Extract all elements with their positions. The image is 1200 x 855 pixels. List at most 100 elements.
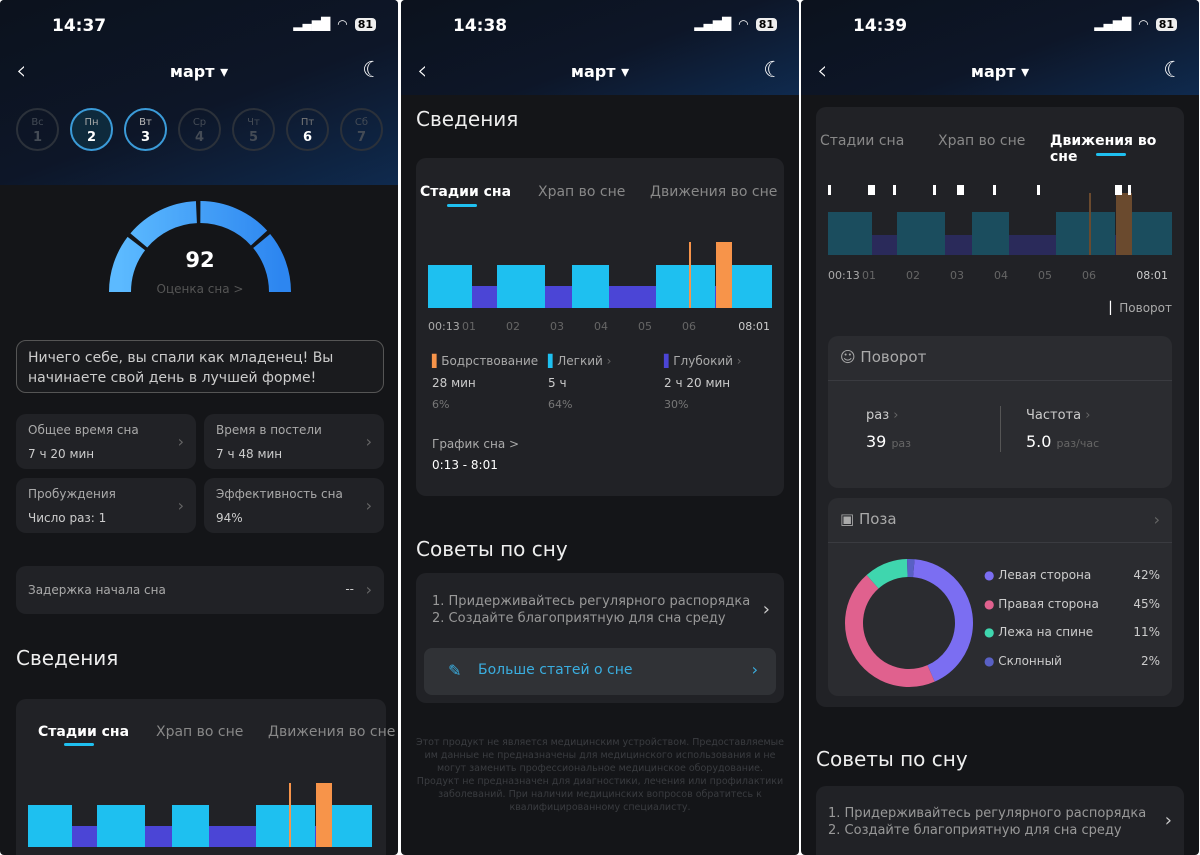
month-selector[interactable]: март ▾	[169, 62, 229, 81]
panel-details: 14:38 ▂▄▆█ ◠ 81 ‹ март ▾ ☾ Сведения Стадии…	[401, 0, 799, 855]
tab-sleep-stages[interactable]: Стадии сна	[38, 724, 130, 740]
sleep-settings-icon[interactable]: ☾	[362, 58, 382, 83]
stage-segment-deep	[144, 825, 173, 847]
panel-movements: 14:39 ▂▄▆█ ◠ 81 ‹ март ▾ ☾ Стадии сна Храп…	[801, 0, 1199, 855]
turn-marker	[957, 185, 965, 195]
day-item[interactable]: Сб 7	[340, 108, 383, 151]
status-icons: ▂▄▆█ ◠ 81	[293, 17, 376, 31]
stage-segment-deep	[944, 234, 973, 255]
stage-segment-light	[828, 211, 873, 255]
stage-segment-light	[1091, 211, 1115, 255]
stage-segment-deep	[472, 286, 498, 308]
back-button[interactable]: ‹	[817, 56, 828, 86]
disclaimer-text: Этот продукт не является медицинским уст…	[416, 737, 784, 813]
wifi-icon: ◠	[337, 17, 348, 31]
status-time: 14:37	[52, 16, 107, 36]
movement-chart	[828, 185, 1172, 255]
section-title: Сведения	[16, 646, 119, 670]
sleep-settings-icon[interactable]: ☾	[1163, 58, 1183, 83]
axis-tick: 01	[462, 320, 476, 333]
day-item[interactable]: Пт 6	[286, 108, 329, 151]
day-item[interactable]: Вс 1	[16, 108, 59, 151]
stage-deep[interactable]: ▌Глубокий › 2 ч 20 мин 30%	[664, 354, 742, 411]
stage-light[interactable]: ▌Легкий › 5 ч 64%	[548, 354, 612, 411]
tab-snoring[interactable]: Храп во сне	[938, 133, 1026, 149]
day-item[interactable]: Ср 4	[178, 108, 221, 151]
metric-time-in-bed[interactable]: Время в постели 7 ч 48 мин ›	[204, 414, 384, 469]
tab-movements[interactable]: Движения во сне	[650, 184, 778, 200]
tab-movements[interactable]: Движения во сне	[268, 724, 396, 740]
tab-movements[interactable]: Движения во сне	[1050, 133, 1157, 165]
tips-card[interactable]: 1. Придерживайтесь регулярного распорядк…	[816, 786, 1184, 855]
turn-marker	[1037, 185, 1041, 195]
pose-card[interactable]: ▣ Поза › ● Левая сторона 42% ● Правая стор…	[828, 498, 1172, 696]
axis-tick: 04	[994, 269, 1008, 282]
metric-total-sleep[interactable]: Общее время сна 7 ч 20 мин ›	[16, 414, 196, 469]
donut-slice	[845, 559, 973, 688]
metric-awakenings[interactable]: Пробуждения Число раз: 1 ›	[16, 478, 196, 533]
status-icons: ▂▄▆█ ◠ 81	[694, 17, 777, 31]
tips-list[interactable]: 1. Придерживайтесь регулярного распорядк…	[432, 594, 751, 626]
status-time: 14:39	[853, 16, 908, 36]
sleep-schedule-value: 0:13 - 8:01	[432, 458, 498, 472]
stage-segment-light	[28, 805, 73, 847]
stage-segment-light	[972, 211, 1009, 255]
section-title: Советы по сну	[416, 537, 568, 561]
axis-tick: 02	[506, 320, 520, 333]
tab-sleep-stages[interactable]: Стадии сна	[820, 133, 905, 149]
stage-segment-light	[497, 265, 545, 308]
header-background	[801, 0, 1199, 95]
sleep-score-link[interactable]: Оценка сна >	[156, 282, 244, 296]
month-selector[interactable]: март ▾	[970, 62, 1030, 81]
stage-segment-deep	[714, 286, 717, 308]
sleep-settings-icon[interactable]: ☾	[763, 58, 783, 83]
stage-segment-light	[172, 805, 209, 847]
status-icons: ▂▄▆█ ◠ 81	[1094, 17, 1177, 31]
pose-legend-item: ● Лежа на спине 11%	[984, 625, 1160, 639]
month-selector[interactable]: март ▾	[570, 62, 630, 81]
chevron-right-icon[interactable]: ›	[762, 599, 770, 620]
back-button[interactable]: ‹	[417, 56, 428, 86]
axis-tick: 06	[1082, 269, 1096, 282]
turn-frequency-link[interactable]: Частота ›	[1026, 408, 1091, 423]
tab-snoring[interactable]: Храп во сне	[538, 184, 626, 200]
day-item-selected[interactable]: Пн 2	[70, 108, 113, 151]
stage-segment-deep	[208, 825, 256, 847]
stage-segment-awake	[716, 242, 732, 308]
stage-segment-light	[1131, 211, 1172, 255]
panel-overview: 14:37 ▂▄▆█ ◠ 81 ‹ март ▾ ☾ Вс 1 Пн 2 Вт 3 Ср 4…	[0, 0, 398, 855]
sleep-details-card: Стадии сна Храп во сне Движения во сне	[16, 699, 395, 855]
month-label: март	[169, 62, 215, 81]
sleep-latency-row[interactable]: Задержка начала сна -- ›	[16, 566, 384, 614]
stage-segment-awake	[288, 783, 292, 847]
articles-icon: ✎	[448, 661, 462, 680]
day-item[interactable]: Вт 3	[124, 108, 167, 151]
stage-segment-light	[572, 265, 609, 308]
tab-snoring[interactable]: Храп во сне	[156, 724, 244, 740]
turn-count-link[interactable]: раз ›	[866, 408, 899, 423]
tab-sleep-stages[interactable]: Стадии сна	[420, 184, 512, 200]
stage-segment-deep	[1008, 234, 1056, 255]
stage-segment-light	[1055, 211, 1089, 255]
hypnogram	[428, 242, 772, 308]
turn-marker	[892, 185, 896, 195]
back-button[interactable]: ‹	[16, 56, 27, 86]
stage-awake[interactable]: ▌Бодрствование 28 мин 6%	[432, 354, 539, 411]
metric-efficiency[interactable]: Эффективность сна 94% ›	[204, 478, 384, 533]
header-background	[0, 0, 398, 185]
pose-legend-item: ● Склонный 2%	[984, 653, 1160, 668]
axis-start: 00:13	[428, 320, 460, 333]
axis-tick: 05	[1038, 269, 1052, 282]
axis-tick: 04	[594, 320, 608, 333]
stage-segment-deep	[544, 286, 573, 308]
stage-segment-awake	[1088, 193, 1092, 255]
day-item[interactable]: Чт 5	[232, 108, 275, 151]
status-time: 14:38	[453, 16, 508, 36]
more-articles-button[interactable]: ✎ Больше статей о сне ›	[424, 648, 776, 695]
sleep-schedule-link[interactable]: График сна >	[432, 437, 520, 451]
stage-segment-deep	[72, 825, 98, 847]
turn-marker	[1114, 185, 1122, 195]
stage-segment-awake	[1116, 193, 1132, 255]
stage-segment-light	[897, 211, 945, 255]
sleep-score-gauge	[109, 201, 291, 293]
